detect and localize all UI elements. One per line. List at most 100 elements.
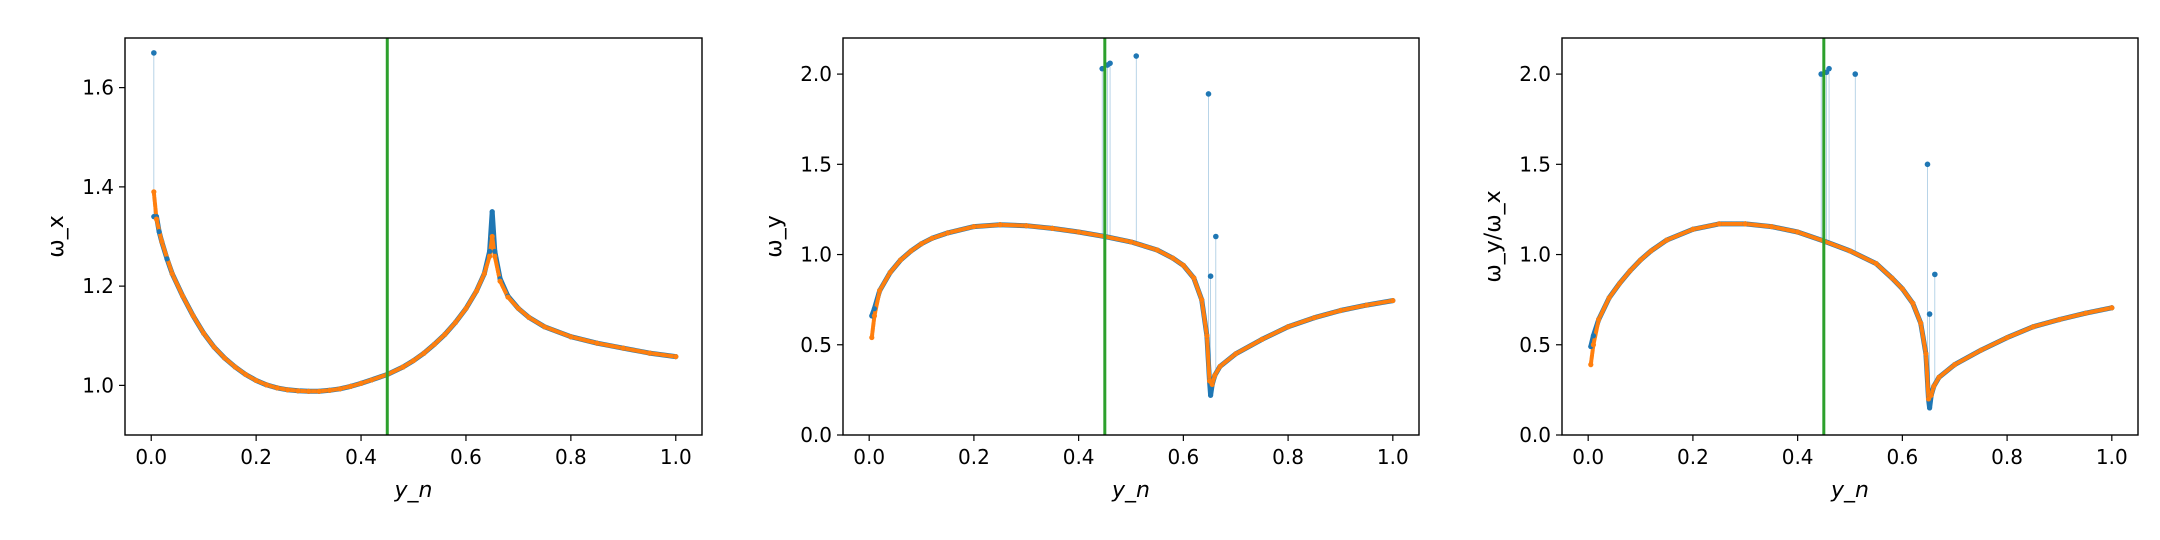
series-2-point [1204,333,1210,339]
series-2-point [620,345,626,351]
spike-point [1213,233,1219,240]
y-tick-label: 0.5 [1519,333,1551,357]
series-2-point [505,294,511,300]
spike-point [1107,60,1113,67]
series-2-point [442,331,448,337]
axes-frame [1561,37,2139,436]
series-2-point [497,278,503,284]
x-tick-label: 0.6 [1886,445,1918,469]
x-axis-label: y_n [1830,478,1869,503]
series-2-point [2004,334,2010,341]
series-2-point [492,253,498,259]
series-1-point [1926,405,1933,411]
series-2-point [1931,383,1937,389]
series-2-point [285,387,291,393]
chart-panel-2: 0.0 0.2 0.4 0.6 0.8 1.0 0.0 0.5 1.0 1.5 2.0 y_n ω_y [762,37,1420,503]
spike-point [1207,273,1214,280]
series-2-point [1199,297,1205,303]
series-2-point [180,293,186,299]
series-2-point [347,383,354,389]
axes-frame [842,37,1420,436]
series-2-point [898,257,904,263]
series-2-point [871,313,878,319]
series-2-point [481,271,487,277]
series-2-point [515,305,522,312]
series-2-point [1716,221,1722,227]
y-tick-label: 1.2 [82,274,114,298]
y-tick-label: 1.0 [1519,243,1551,267]
series-2-point [1742,221,1748,227]
series-2-point [1285,324,1291,330]
x-axis-label: y_n [1111,478,1150,503]
series-2-point [1925,396,1932,402]
series-2-point [1768,223,1775,230]
spike-point [1133,53,1140,59]
x-tick-label: 0.0 [135,445,167,469]
plot-area [1588,65,2115,411]
chart-panel-3: 0.0 0.2 0.4 0.6 0.8 1.0 0.0 0.5 1.0 1.5 2.0 y_n ω_y/… [1481,37,2139,503]
series-2-point [1899,286,1905,292]
series-2-point [1154,247,1160,253]
series-2-point [1795,229,1801,235]
x-tick-label: 0.8 [1272,445,1304,469]
y-tick-label: 1.4 [82,175,114,199]
series-2-point [1978,347,1984,353]
series-1-point [156,228,162,235]
series-2-point [2056,316,2063,323]
series-2-point [887,269,893,276]
y-tick-label: 1.5 [1519,152,1551,176]
x-tick-label: 0.4 [1063,445,1095,469]
series-2-point [2030,324,2036,330]
series-2-curve [151,189,678,394]
series-2-point [489,233,495,240]
series-2-point [1191,275,1197,281]
series-2-point [1596,316,1602,323]
series-2-point [295,388,301,394]
x-tick-label: 0.0 [853,445,885,469]
x-tick-label: 0.2 [958,445,990,469]
series-2-point [1128,239,1134,245]
y-tick-label: 2.0 [1519,62,1551,86]
y-axis-label: ω_x [44,215,69,257]
spike-point [1924,161,1931,168]
x-tick-label: 0.2 [1677,445,1709,469]
y-tick-label: 1.5 [800,152,832,176]
series-2-point [211,344,217,350]
series-2-point [326,387,333,393]
series-2-point [908,248,914,254]
series-2-point [646,350,653,356]
series-2-point [1023,223,1029,229]
series-2-point [243,371,249,378]
y-tick-label: 2.0 [800,62,832,86]
series-1-point [871,306,878,312]
series-2-point [1648,248,1654,254]
series-2-point [929,235,935,241]
series-2-point [1233,351,1239,357]
x-tick-label: 0.4 [1782,445,1814,469]
series-2-point [542,324,548,330]
spike-point [1932,271,1938,278]
series-2-point [1617,280,1623,287]
series-2-curve [869,222,1395,387]
series-1-point [164,256,170,262]
series-2-point [594,340,600,346]
series-2-point [1873,260,1879,267]
plot-area [151,50,679,394]
series-2-point [1923,351,1929,357]
series-2-point [1364,302,1370,308]
spike-point [1205,91,1212,97]
spike-point [1852,71,1859,77]
series-2-point [264,382,270,388]
series-1-point [492,248,498,254]
series-2-point [274,385,280,391]
series-2-point [1889,275,1895,281]
series-2-point [1637,257,1644,263]
series-1-curve [869,222,1396,398]
x-tick-label: 0.6 [1167,445,1199,469]
chart-panel-1: 0.0 0.2 0.4 0.6 0.8 1.0 1.0 1.2 1.4 1.6 y_n ω_x [44,37,703,503]
axes-frame [124,37,703,436]
series-1-point [1590,333,1597,339]
series-2-point [400,364,406,370]
series-2-point [1217,363,1223,370]
series-2-point [526,314,532,320]
